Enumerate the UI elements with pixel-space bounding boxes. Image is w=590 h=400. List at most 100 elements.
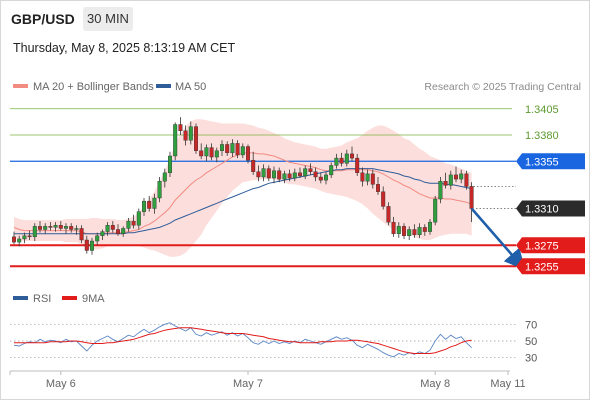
candle <box>469 182 474 223</box>
candle <box>422 224 427 236</box>
rsi-legend-label: RSI <box>33 293 51 305</box>
candle <box>136 208 141 230</box>
candle <box>115 224 120 236</box>
ma20-legend-swatch <box>13 84 28 88</box>
candle <box>459 169 464 184</box>
candle <box>334 153 339 169</box>
candle <box>407 226 412 240</box>
candle <box>100 229 105 240</box>
candle-body <box>105 225 110 232</box>
candle <box>188 121 193 145</box>
candle-body <box>162 172 167 182</box>
target-level-label: 1.3405 <box>525 104 559 116</box>
candle-body <box>53 225 58 228</box>
candle <box>417 223 422 238</box>
candle-body <box>121 228 126 234</box>
candle-body <box>303 168 308 177</box>
candle-body <box>183 130 188 141</box>
candle-body <box>324 174 329 181</box>
timestamp: Thursday, May 8, 2025 8:13:19 AM CET <box>13 41 236 55</box>
candle <box>74 225 79 235</box>
time-label: May 7 <box>233 378 263 390</box>
candle-body <box>110 225 115 230</box>
ma20-legend-label: MA 20 + Bollinger Bands <box>33 81 154 93</box>
candle-body <box>27 235 32 238</box>
candle <box>193 123 198 154</box>
candle-body <box>240 146 245 156</box>
candle <box>292 168 297 182</box>
candle <box>157 177 162 203</box>
candle-body <box>282 173 287 180</box>
candle <box>360 167 365 187</box>
candle-body <box>376 184 381 192</box>
candle <box>121 226 126 237</box>
candle-body <box>407 229 412 236</box>
rsi-ma-legend-label: 9MA <box>82 293 105 305</box>
candle <box>162 168 167 188</box>
price-levels <box>10 108 516 268</box>
candle-body <box>438 180 443 200</box>
source-credit: Research © 2025 Trading Central <box>424 81 581 93</box>
candle <box>428 219 433 235</box>
candle-body <box>277 170 282 180</box>
candle-body <box>454 174 459 180</box>
candle <box>344 149 349 167</box>
candle <box>464 170 469 190</box>
timeframe-badge[interactable]: 30 MIN <box>83 7 133 31</box>
candle-body <box>339 157 344 164</box>
candle <box>261 164 266 182</box>
candle <box>110 221 115 233</box>
candle-body <box>178 124 183 131</box>
candle-body <box>95 235 100 242</box>
candle-body <box>22 235 27 240</box>
candle-body <box>334 157 339 166</box>
candle <box>448 170 453 190</box>
candle <box>396 222 401 238</box>
candle <box>313 167 318 182</box>
time-label: May 11 <box>490 378 525 390</box>
candle <box>27 230 32 240</box>
candle-body <box>344 153 349 164</box>
candle <box>339 152 344 167</box>
candle <box>199 143 204 160</box>
candle-body <box>17 238 22 243</box>
candle-body <box>167 155 172 173</box>
candle <box>318 172 323 184</box>
ma50-line <box>14 168 472 235</box>
candle-body <box>412 229 417 235</box>
candle <box>38 221 43 233</box>
candle <box>126 217 131 232</box>
candle <box>32 223 37 242</box>
candle-body <box>32 226 37 238</box>
candle <box>391 216 396 237</box>
time-label: May 6 <box>46 378 76 390</box>
candle-body <box>261 168 266 178</box>
candle-body <box>214 150 219 158</box>
candle-body <box>136 211 141 226</box>
candle-body <box>225 144 230 154</box>
rsi-gridlines: 70 50 30 <box>10 319 537 365</box>
candle-body <box>79 228 84 241</box>
candle <box>376 177 381 195</box>
candle-body <box>11 236 16 243</box>
rsi-tick-label: 70 <box>525 319 537 331</box>
support-level-tag <box>516 237 585 254</box>
candle-body <box>199 150 204 157</box>
candle-body <box>318 176 323 181</box>
candle <box>152 193 157 214</box>
price-level-labels: 1.3405 1.3380 1.3355 1.3310 1.3275 1.3255 <box>516 104 585 275</box>
candle-body <box>469 186 474 209</box>
candle-body <box>287 173 292 179</box>
candle <box>147 195 152 212</box>
ma50-legend-swatch <box>156 84 171 88</box>
candle <box>256 165 261 182</box>
candles <box>11 117 474 255</box>
candle-body <box>308 168 313 172</box>
candle-body <box>131 220 136 226</box>
candle-body <box>360 172 365 182</box>
candle-body <box>219 144 224 151</box>
candle <box>84 235 89 254</box>
rsi-lines <box>13 322 472 358</box>
candle-body <box>48 226 53 228</box>
